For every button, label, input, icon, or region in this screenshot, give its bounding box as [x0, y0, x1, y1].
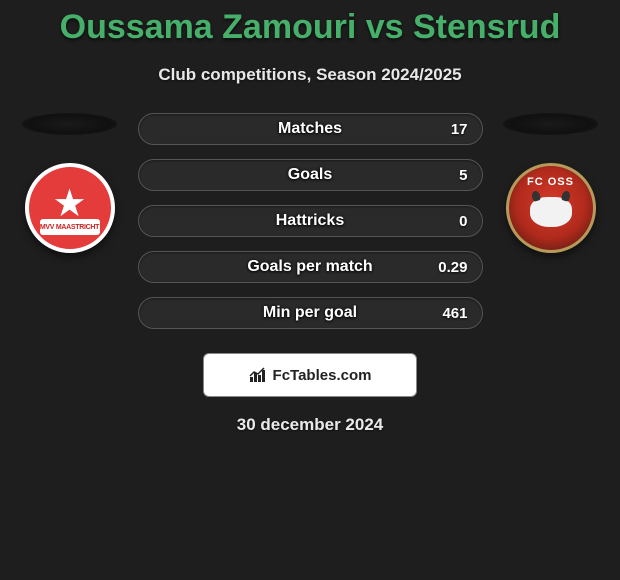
page-subtitle: Club competitions, Season 2024/2025 [0, 65, 620, 85]
comparison-row: ★ MVV MAASTRICHT Matches 17 Goals 5 Hattrick… [0, 113, 620, 329]
left-club-ribbon: MVV MAASTRICHT [40, 219, 100, 235]
chart-icon [249, 367, 267, 383]
player-photo-shadow [22, 113, 117, 135]
stats-column: Matches 17 Goals 5 Hattricks 0 Goals per match… [138, 113, 483, 329]
stat-label: Matches [278, 120, 342, 138]
left-player-col: ★ MVV MAASTRICHT [20, 113, 120, 253]
player-photo-shadow [503, 113, 598, 135]
comparison-card: Oussama Zamouri vs Stensrud Club competi… [0, 0, 620, 435]
stat-value-right: 17 [451, 121, 468, 138]
stat-label: Hattricks [276, 212, 344, 230]
right-club-label: FC OSS [527, 176, 574, 188]
promo-link[interactable]: FcTables.com [203, 353, 417, 397]
promo-text: FcTables.com [273, 367, 372, 384]
page-title: Oussama Zamouri vs Stensrud [0, 8, 620, 47]
stat-pill: Min per goal 461 [138, 297, 483, 329]
stat-value-right: 0.29 [438, 259, 467, 276]
stat-value-right: 0 [459, 213, 467, 230]
stat-label: Min per goal [263, 304, 357, 322]
stat-label: Goals per match [247, 258, 372, 276]
date-line: 30 december 2024 [0, 415, 620, 435]
stat-pill: Matches 17 [138, 113, 483, 145]
stat-pill: Hattricks 0 [138, 205, 483, 237]
right-player-col: FC OSS [501, 113, 601, 253]
stat-value-right: 5 [459, 167, 467, 184]
stat-pill: Goals 5 [138, 159, 483, 191]
bull-icon [530, 197, 572, 227]
stat-pill: Goals per match 0.29 [138, 251, 483, 283]
stat-value-right: 461 [442, 305, 467, 322]
star-icon: ★ [52, 185, 86, 223]
stat-label: Goals [288, 166, 332, 184]
left-club-badge: ★ MVV MAASTRICHT [25, 163, 115, 253]
right-club-badge: FC OSS [506, 163, 596, 253]
